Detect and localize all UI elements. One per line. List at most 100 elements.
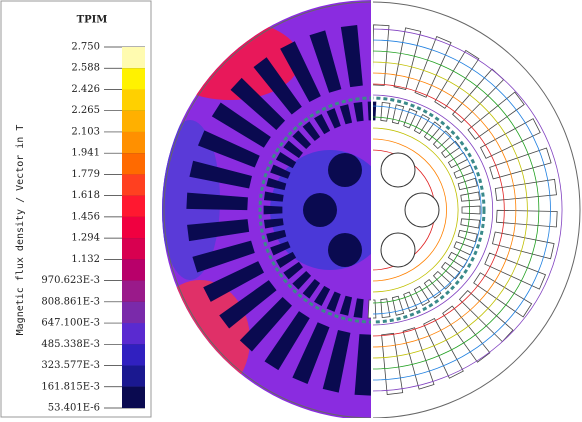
slot [340,25,363,88]
slot [441,261,461,280]
legend-level: 1.456 [71,211,100,222]
contour-line [371,127,459,293]
slot [339,295,353,316]
slot [230,77,286,130]
legend-swatch [122,301,145,324]
slot [187,219,250,242]
slot [270,164,291,179]
slot [275,251,297,268]
contour-line [371,116,471,304]
legend-level: 2.588 [71,63,100,74]
contour-line [371,105,482,315]
slot [189,160,252,189]
slot [460,191,481,202]
slot [263,218,284,229]
slot [460,218,481,229]
contour-line [371,72,517,348]
slot [266,229,287,243]
legend-level: 970.623E-3 [41,275,100,286]
legend-swatch [122,238,145,260]
legend-axis-label: Magnetic flux density / Vector in T [15,125,26,336]
shaft-hole [328,153,362,187]
slot [353,101,364,122]
slot [326,291,341,312]
legend-level: 53.401E-6 [48,403,100,414]
legend-swatch [122,47,145,69]
legend-level: 808.861E-3 [41,296,100,307]
slot [239,296,292,352]
slot [264,311,310,371]
legend-level: 647.100E-3 [41,318,100,329]
legend-title: TPIM [77,15,108,26]
legend-swatch [122,280,145,302]
legend-swatch [122,365,145,387]
slot [263,191,284,202]
motor-plot [162,0,582,419]
slot [489,147,552,180]
slot [283,261,303,280]
slot [186,192,248,211]
slot [441,140,461,159]
legend-swatch [122,195,145,217]
legend-level: 2.426 [71,84,100,95]
legend-swatch [122,216,145,239]
shaft-hole [328,233,362,267]
legend-level: 2.265 [71,105,100,116]
slot [283,140,303,159]
slot [453,164,474,179]
legend-level: 485.338E-3 [41,339,100,350]
slot [292,322,330,385]
legend-level: 1.294 [71,233,100,244]
slot [219,280,277,329]
legend-level: 323.577E-3 [41,360,100,371]
slot [434,49,480,109]
slot [314,285,331,307]
slot [442,305,491,363]
legend-level: 1.779 [71,169,100,180]
legend-swatch [122,68,145,90]
slot [302,279,321,299]
legend-swatch [122,89,145,111]
legend-swatch [122,344,145,366]
slot [447,251,469,268]
slot [314,113,331,135]
slot [253,57,302,115]
slot [197,130,260,168]
legend-swatch [122,259,145,281]
contour-line [371,39,551,381]
contour-line [371,83,505,337]
slot [322,330,351,393]
shaft-hole [380,232,416,268]
legend-level: 1.618 [71,190,100,201]
legend-level: 161.815E-3 [41,381,100,392]
slot [402,327,435,390]
slot [457,229,478,243]
slot [280,41,321,103]
legend-level: 2.103 [71,126,100,137]
legend-swatch [122,386,145,408]
slot [270,241,291,256]
shaft-hole [404,192,440,228]
legend-swatch [122,323,145,345]
shaft-hole [303,193,337,227]
slot [484,252,547,290]
slot [353,298,364,319]
slot [432,130,452,150]
legend-level: 2.750 [71,42,100,53]
slot [393,27,422,90]
legend: 2.750 2.588 2.426 2.265 2.103 1.941 1.779 1.618… [41,42,145,414]
legend-level: 1.941 [71,148,100,159]
slot [339,104,353,125]
slot [309,30,342,93]
slot [467,91,525,140]
slot [432,270,452,290]
legend-swatch [122,110,145,132]
slot [302,121,321,141]
legend-swatch [122,131,145,154]
slot [461,205,481,215]
contour-line [371,28,563,392]
slot [292,270,312,290]
slot [292,130,312,150]
slot [211,102,271,148]
